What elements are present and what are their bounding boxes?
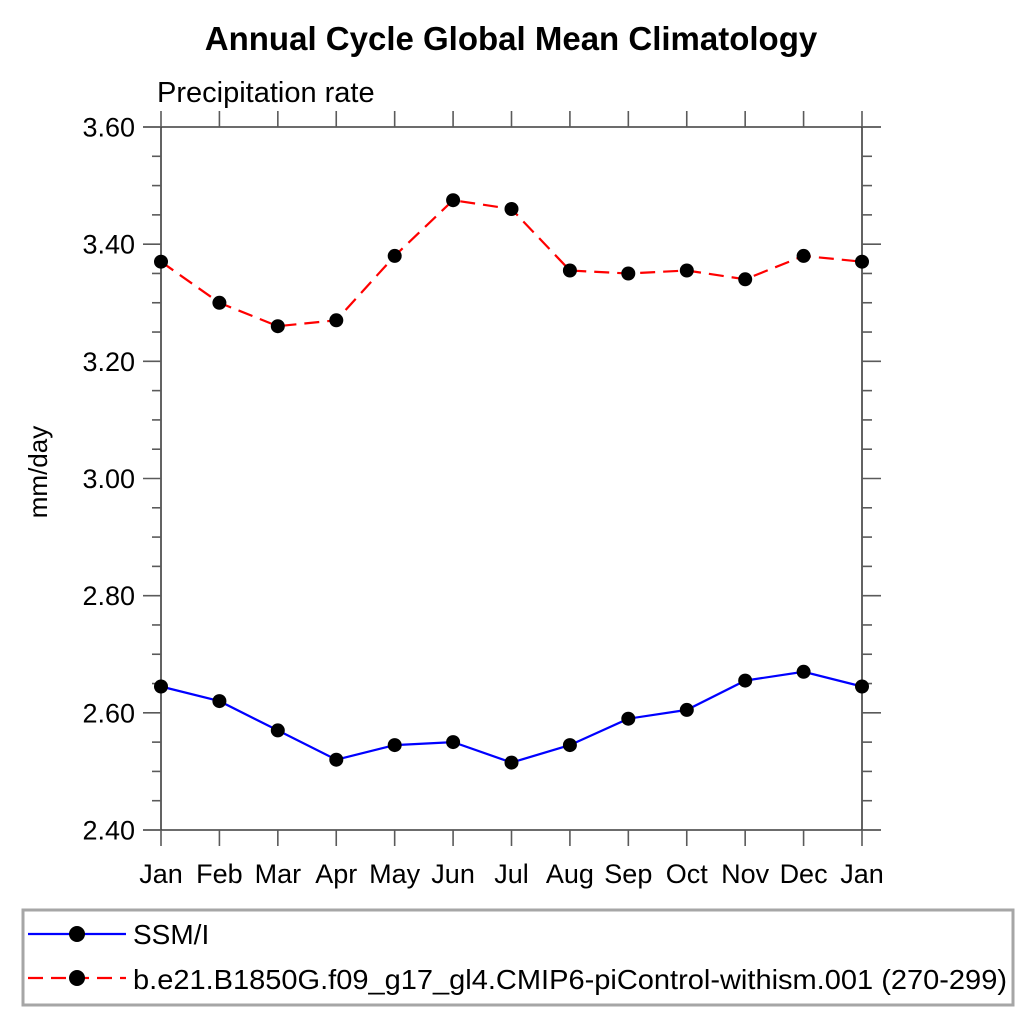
legend-label-ssmi: SSM/I (133, 919, 209, 950)
x-tick-label: Feb (196, 859, 243, 889)
legend-box (21, 908, 1015, 1007)
data-point (212, 295, 227, 310)
x-tick-label: Sep (604, 859, 652, 889)
data-point (387, 738, 402, 753)
series-line-1 (160, 199, 863, 328)
x-tick-label: May (369, 859, 421, 889)
chart-subtitle: Precipitation rate (157, 77, 375, 109)
legend-label-model: b.e21.B1850G.f09_g17_gl4.CMIP6-piControl… (133, 964, 1007, 995)
data-point (329, 752, 344, 767)
legend-marker-1 (69, 970, 85, 986)
data-point (154, 254, 168, 269)
data-point (212, 694, 227, 709)
data-point (738, 673, 753, 688)
data-point (679, 263, 694, 278)
data-point (796, 664, 811, 679)
data-point (329, 313, 344, 328)
x-tick-label: Jun (431, 859, 475, 889)
x-tick-label: Jul (494, 859, 529, 889)
x-tick-label: Jan (139, 859, 183, 889)
x-tick-label: Dec (780, 859, 828, 889)
y-tick-label: 2.40 (82, 816, 135, 846)
data-point (154, 679, 168, 694)
data-point (621, 711, 636, 726)
y-axis-label: mm/day (23, 426, 53, 518)
series-layer (154, 193, 869, 770)
data-point (446, 193, 461, 208)
x-tick-label: Jan (840, 859, 884, 889)
y-tick-label: 2.60 (82, 698, 135, 728)
data-point (855, 254, 869, 269)
legend-marker-0 (69, 926, 85, 942)
data-point (796, 248, 811, 263)
plot-axes: Jan Feb Mar Apr May Jun Jul Aug Sep Oct Nov Dec Jan2… (82, 111, 884, 889)
legend: SSM/I b.e21.B1850G.f09_g17_gl4.CMIP6-piC… (21, 908, 1015, 1007)
data-point (621, 266, 636, 281)
y-tick-label: 3.40 (82, 230, 135, 260)
data-point (270, 319, 285, 334)
data-point (270, 723, 285, 738)
y-tick-label: 3.20 (82, 347, 135, 377)
x-tick-label: Apr (315, 859, 357, 889)
data-point (679, 702, 694, 717)
y-tick-label: 2.80 (82, 581, 135, 611)
y-tick-label: 3.00 (82, 464, 135, 494)
data-point (855, 679, 869, 694)
y-tick-label: 3.60 (82, 113, 135, 143)
data-point (446, 735, 461, 750)
data-point (562, 738, 577, 753)
data-point (387, 248, 402, 263)
legend-swatches (28, 926, 126, 986)
x-tick-label: Mar (255, 859, 302, 889)
chart-title: Annual Cycle Global Mean Climatology (205, 20, 818, 57)
x-tick-label: Oct (666, 859, 709, 889)
data-point (504, 755, 519, 770)
series-line-0 (160, 670, 863, 764)
x-tick-label: Nov (721, 859, 770, 889)
data-point (738, 272, 753, 287)
x-tick-label: Aug (546, 859, 594, 889)
data-point (562, 263, 577, 278)
data-point (504, 202, 519, 216)
